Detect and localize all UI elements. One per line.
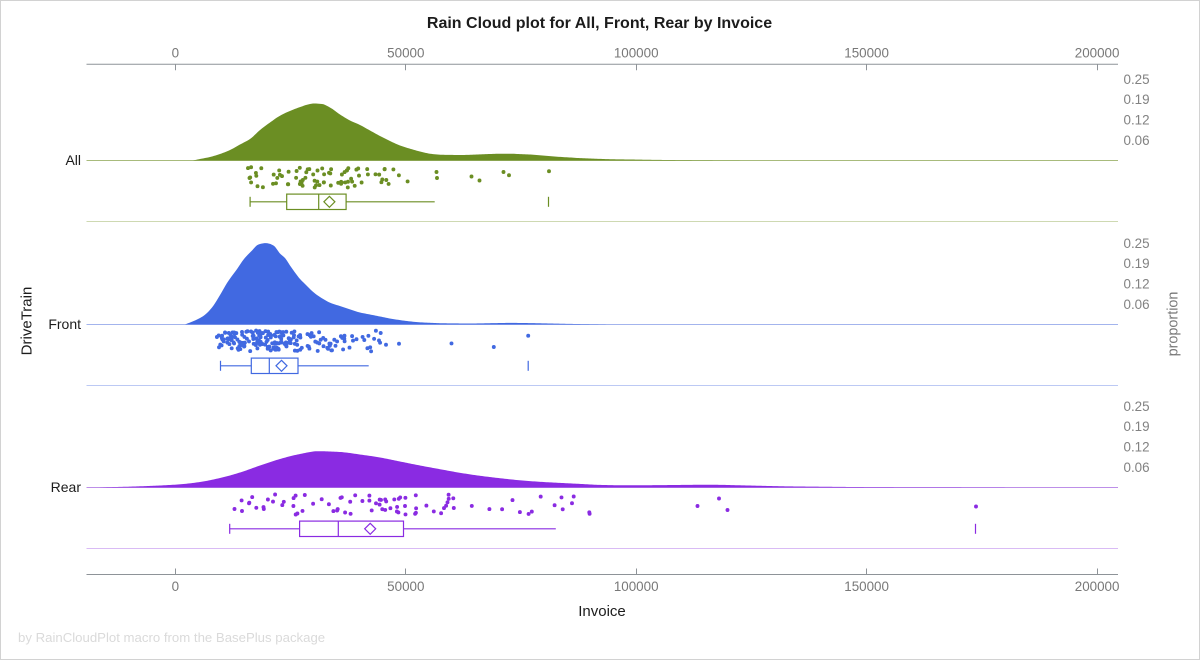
svg-text:0.06: 0.06 xyxy=(1124,133,1150,148)
svg-text:50000: 50000 xyxy=(387,46,424,61)
svg-text:0.25: 0.25 xyxy=(1124,399,1150,414)
svg-text:100000: 100000 xyxy=(614,579,659,594)
svg-text:50000: 50000 xyxy=(387,579,424,594)
svg-text:200000: 200000 xyxy=(1075,46,1120,61)
svg-text:150000: 150000 xyxy=(844,579,889,594)
svg-text:0: 0 xyxy=(172,579,179,594)
svg-text:0: 0 xyxy=(172,46,179,61)
svg-text:All: All xyxy=(65,152,81,168)
svg-text:100000: 100000 xyxy=(614,46,659,61)
svg-text:Front: Front xyxy=(48,316,81,332)
svg-text:by RainCloudPlot macro from th: by RainCloudPlot macro from the BasePlus… xyxy=(18,630,325,645)
svg-text:0.25: 0.25 xyxy=(1124,72,1150,87)
svg-text:150000: 150000 xyxy=(844,46,889,61)
svg-text:0.19: 0.19 xyxy=(1124,256,1150,271)
svg-text:0.19: 0.19 xyxy=(1124,92,1150,107)
svg-text:Rain Cloud plot for All, Front: Rain Cloud plot for All, Front, Rear by … xyxy=(427,15,772,32)
svg-text:Invoice: Invoice xyxy=(578,603,626,620)
svg-text:proportion: proportion xyxy=(1166,292,1182,357)
svg-text:0.12: 0.12 xyxy=(1124,440,1150,455)
svg-text:0.19: 0.19 xyxy=(1124,419,1150,434)
svg-text:DriveTrain: DriveTrain xyxy=(19,287,36,356)
svg-text:0.06: 0.06 xyxy=(1124,460,1150,475)
svg-text:0.12: 0.12 xyxy=(1124,113,1150,128)
svg-text:0.06: 0.06 xyxy=(1124,297,1150,312)
svg-text:200000: 200000 xyxy=(1075,579,1120,594)
svg-text:0.25: 0.25 xyxy=(1124,236,1150,251)
svg-text:Rear: Rear xyxy=(51,479,82,495)
svg-text:0.12: 0.12 xyxy=(1124,277,1150,292)
